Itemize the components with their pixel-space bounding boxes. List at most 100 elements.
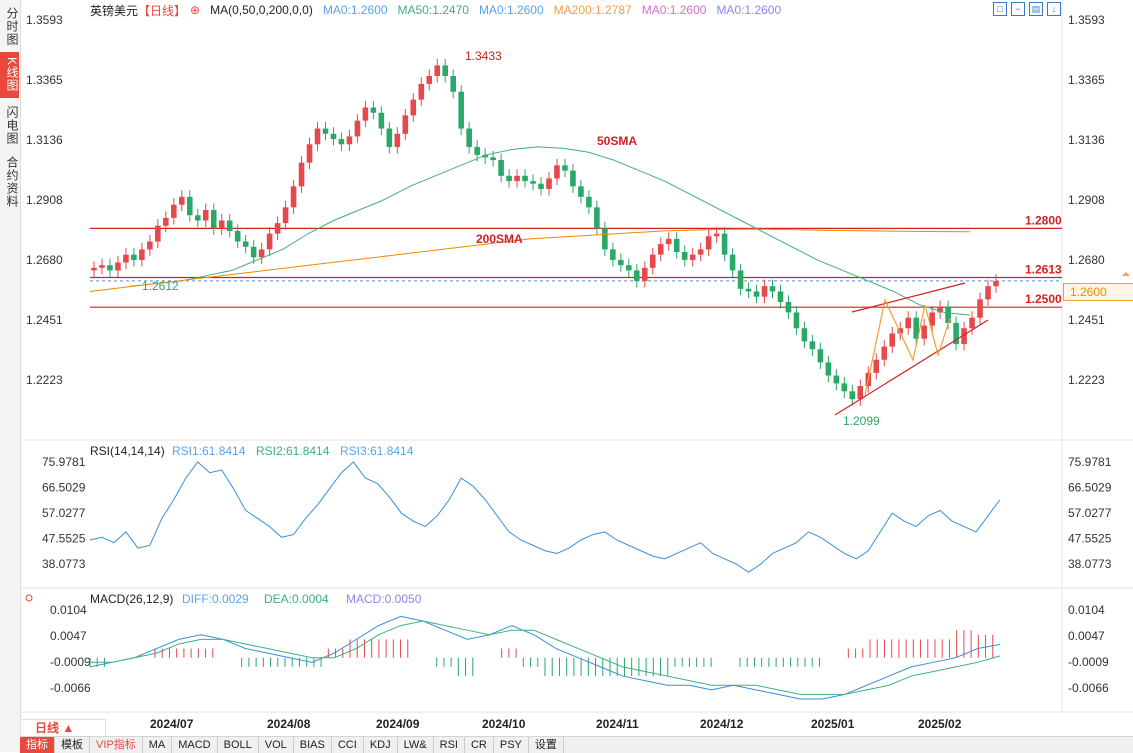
candle-body [490, 157, 496, 161]
ma-value-1: MA50:1.2470 [397, 3, 469, 17]
candle-body [147, 241, 153, 250]
price-chart[interactable]: 1.3593 1.3593 1.3365 1.3365 1.3136 1.3136 1.29… [20, 0, 1133, 736]
ma-value-2: MA0:1.2600 [478, 3, 544, 17]
candle-body [226, 220, 233, 232]
indicator-tab-cci[interactable]: CCI [332, 737, 364, 753]
rsi-tick-right: 47.5525 [1068, 532, 1112, 546]
tab-flash[interactable]: 闪电图 [5, 105, 19, 145]
candle-body [929, 312, 935, 326]
candle-body [737, 270, 744, 289]
indicator-tab-rsi[interactable]: RSI [434, 737, 465, 753]
candle-body [386, 128, 393, 147]
rsi-tick-left: 38.0773 [42, 557, 86, 571]
candle-body [713, 233, 720, 237]
macd-value: DEA:0.0004 [264, 592, 329, 606]
candle-body [354, 120, 361, 137]
macd-title: MACD(26,12,9) [90, 592, 173, 606]
candle-body [306, 144, 313, 163]
y-tick-left: 1.2680 [26, 253, 63, 267]
indicator-toolbar: 指标 模板 VIP指标 MA MACD BOLL VOL BIAS CCI KDJ LW& RSI CR… [20, 736, 1133, 753]
minimize-icon[interactable]: − [1011, 2, 1025, 16]
candle-body [913, 317, 919, 339]
candle-body [793, 312, 800, 329]
ma-value-5: MA0:1.2600 [716, 3, 782, 17]
rsi-tick-right: 57.0277 [1068, 506, 1112, 520]
settings-icon[interactable]: ⊕ [190, 3, 201, 17]
candle-body [442, 65, 449, 76]
indicator-tab-指标[interactable]: 指标 [20, 737, 55, 753]
candle-body [506, 175, 512, 182]
y-tick-right: 1.3136 [1068, 133, 1105, 147]
candle-body [163, 217, 169, 226]
y-tick-right: 1.2680 [1068, 253, 1105, 267]
tab-kline[interactable]: K线图 [0, 52, 19, 98]
candle-body [91, 267, 97, 271]
low-label: 1.2099 [843, 414, 880, 428]
candle-body [769, 286, 776, 292]
indicator-tab-kdj[interactable]: KDJ [364, 737, 398, 753]
candle-body [410, 99, 417, 116]
candle-body [314, 128, 321, 145]
candle-body [474, 146, 480, 155]
sma200-line [89, 228, 971, 292]
candle-body [370, 107, 377, 113]
candle-body [322, 128, 329, 134]
candle-body [993, 280, 999, 287]
candle-body [290, 186, 297, 208]
wedge-lower-line [834, 319, 989, 416]
tab-timeshare[interactable]: 分时图 [5, 6, 19, 46]
period-button[interactable]: 日线 ▲ [20, 719, 106, 737]
rsi-value: RSI3:61.8414 [340, 444, 414, 458]
indicator-tab-vip指标[interactable]: VIP指标 [90, 737, 143, 753]
indicator-tab-模板[interactable]: 模板 [55, 737, 90, 753]
macd-value: MACD:0.0050 [346, 592, 422, 606]
y-tick-left: 1.2223 [26, 373, 63, 387]
x-tick-label: 2025/01 [811, 717, 855, 731]
symbol-name: 英镑美元 [90, 3, 139, 18]
x-tick-label: 2024/08 [267, 717, 311, 731]
x-tick-label: 2024/07 [150, 717, 194, 731]
restore-icon[interactable]: ▤ [1029, 2, 1043, 16]
candle-body [402, 115, 409, 134]
indicator-tab-psy[interactable]: PSY [494, 737, 529, 753]
candle-body [857, 386, 864, 400]
sma50-label: 50SMA [597, 134, 637, 148]
sma200-label: 200SMA [476, 232, 523, 246]
rsi-tick-right: 38.0773 [1068, 557, 1112, 571]
current-price-tag: 1.2600 [1063, 283, 1133, 301]
indicator-tab-bias[interactable]: BIAS [294, 737, 332, 753]
candle-body [881, 346, 888, 360]
candle-body [498, 160, 504, 176]
candle-body [953, 322, 959, 344]
candle-body [171, 204, 177, 218]
candle-body [530, 181, 536, 184]
candle-body [338, 139, 345, 145]
candle-body [610, 249, 616, 260]
candle-body [841, 383, 848, 392]
indicator-tab-macd[interactable]: MACD [172, 737, 218, 753]
candle-body [522, 175, 528, 182]
candle-body [641, 267, 648, 281]
maximize-icon[interactable]: □ [993, 2, 1007, 16]
indicator-tab-lw&[interactable]: LW& [398, 737, 434, 753]
candle-body [139, 249, 145, 260]
macd-diff-line [89, 615, 1001, 700]
candle-body [889, 333, 896, 347]
macd-value: DIFF:0.0029 [182, 592, 249, 606]
tab-contract-info[interactable]: 合约资料 [5, 156, 19, 208]
rsi-tick-left: 47.5525 [42, 532, 86, 546]
indicator-tab-cr[interactable]: CR [465, 737, 494, 753]
indicator-tab-boll[interactable]: BOLL [218, 737, 259, 753]
rsi-value: RSI2:61.8414 [256, 444, 330, 458]
candle-body [242, 241, 249, 247]
candle-body [562, 165, 568, 171]
candle-body [801, 328, 808, 342]
indicator-tab-设置[interactable]: 设置 [529, 737, 564, 753]
window-buttons: □ − ▤ ↓ [993, 2, 1061, 16]
candle-body [689, 254, 696, 260]
download-icon[interactable]: ↓ [1047, 2, 1061, 16]
indicator-tab-vol[interactable]: VOL [259, 737, 294, 753]
candle-body [282, 207, 289, 224]
ma-params: MA(0,50,0,200,0,0) [210, 3, 313, 17]
indicator-tab-ma[interactable]: MA [143, 737, 173, 753]
